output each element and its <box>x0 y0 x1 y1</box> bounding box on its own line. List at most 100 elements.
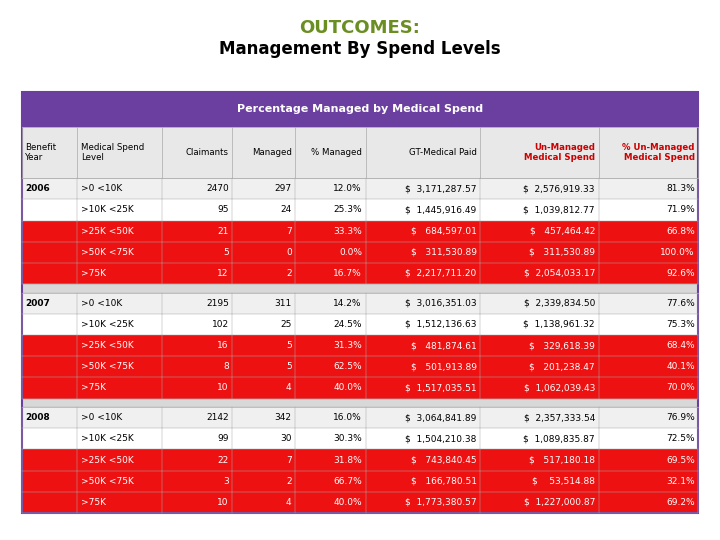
Text: $  2,054,033.17: $ 2,054,033.17 <box>523 269 595 278</box>
Text: 33.3%: 33.3% <box>333 227 362 235</box>
Text: >25K <50K: >25K <50K <box>81 341 133 350</box>
Text: $  1,062,039.43: $ 1,062,039.43 <box>523 383 595 393</box>
Text: $  3,171,287.57: $ 3,171,287.57 <box>405 184 477 193</box>
Text: $  1,039,812.77: $ 1,039,812.77 <box>523 205 595 214</box>
Bar <box>22 263 698 284</box>
Text: $   311,530.89: $ 311,530.89 <box>529 248 595 257</box>
Bar <box>22 492 698 513</box>
Text: 92.6%: 92.6% <box>666 269 695 278</box>
Text: 7: 7 <box>286 456 292 464</box>
Bar <box>22 335 698 356</box>
Text: $  1,517,035.51: $ 1,517,035.51 <box>405 383 477 393</box>
Text: 81.3%: 81.3% <box>666 184 695 193</box>
Text: Un-Managed
Medical Spend: Un-Managed Medical Spend <box>524 143 595 162</box>
Text: 69.5%: 69.5% <box>666 456 695 464</box>
Text: $  2,339,834.50: $ 2,339,834.50 <box>523 299 595 308</box>
Text: >75K: >75K <box>81 383 106 393</box>
Text: $   311,530.89: $ 311,530.89 <box>410 248 477 257</box>
Text: 25: 25 <box>280 320 292 329</box>
Text: Medical Spend
Level: Medical Spend Level <box>81 143 144 162</box>
Text: 30.3%: 30.3% <box>333 434 362 443</box>
Bar <box>22 199 698 220</box>
Text: 2007: 2007 <box>25 299 50 308</box>
Text: 24.5%: 24.5% <box>333 320 362 329</box>
Text: 77.6%: 77.6% <box>666 299 695 308</box>
Text: 10: 10 <box>217 383 229 393</box>
Text: $   457,464.42: $ 457,464.42 <box>530 227 595 235</box>
Text: 31.8%: 31.8% <box>333 456 362 464</box>
Text: 24: 24 <box>280 205 292 214</box>
Text: 100.0%: 100.0% <box>660 248 695 257</box>
Text: 2008: 2008 <box>25 413 50 422</box>
Bar <box>22 178 698 199</box>
Text: 70.0%: 70.0% <box>666 383 695 393</box>
Text: 21: 21 <box>217 227 229 235</box>
Text: $  3,064,841.89: $ 3,064,841.89 <box>405 413 477 422</box>
Text: 12: 12 <box>217 269 229 278</box>
Text: $  1,773,380.57: $ 1,773,380.57 <box>405 498 477 507</box>
Text: >10K <25K: >10K <25K <box>81 205 133 214</box>
Text: 2195: 2195 <box>206 299 229 308</box>
Bar <box>22 242 698 263</box>
Text: >0 <10K: >0 <10K <box>81 299 122 308</box>
Text: 5: 5 <box>286 341 292 350</box>
Text: $    53,514.88: $ 53,514.88 <box>532 477 595 486</box>
Text: $  1,227,000.87: $ 1,227,000.87 <box>523 498 595 507</box>
Text: >0 <10K: >0 <10K <box>81 413 122 422</box>
Text: 62.5%: 62.5% <box>333 362 362 372</box>
Bar <box>22 449 698 471</box>
Text: 16.7%: 16.7% <box>333 269 362 278</box>
Text: 72.5%: 72.5% <box>666 434 695 443</box>
Text: 40.1%: 40.1% <box>666 362 695 372</box>
Text: 2: 2 <box>286 269 292 278</box>
Text: 4: 4 <box>286 383 292 393</box>
Text: 30: 30 <box>280 434 292 443</box>
Text: $   743,840.45: $ 743,840.45 <box>411 456 477 464</box>
Text: % Un-Managed
Medical Spend: % Un-Managed Medical Spend <box>622 143 695 162</box>
Bar <box>22 127 698 178</box>
Bar <box>22 314 698 335</box>
Bar <box>22 293 698 314</box>
Text: $  3,016,351.03: $ 3,016,351.03 <box>405 299 477 308</box>
Text: $   166,780.51: $ 166,780.51 <box>410 477 477 486</box>
Text: $  1,512,136.63: $ 1,512,136.63 <box>405 320 477 329</box>
Text: 75.3%: 75.3% <box>666 320 695 329</box>
Text: 0: 0 <box>286 248 292 257</box>
Text: >50K <75K: >50K <75K <box>81 248 133 257</box>
Text: 3: 3 <box>223 477 229 486</box>
Text: >75K: >75K <box>81 498 106 507</box>
Text: 12.0%: 12.0% <box>333 184 362 193</box>
Text: 16.0%: 16.0% <box>333 413 362 422</box>
Text: >0 <10K: >0 <10K <box>81 184 122 193</box>
Text: 14.2%: 14.2% <box>333 299 362 308</box>
Text: 2142: 2142 <box>206 413 229 422</box>
Text: 2006: 2006 <box>25 184 50 193</box>
Text: Claimants: Claimants <box>186 148 229 157</box>
Text: 66.7%: 66.7% <box>333 477 362 486</box>
Text: $   684,597.01: $ 684,597.01 <box>410 227 477 235</box>
Text: 68.4%: 68.4% <box>666 341 695 350</box>
Text: 10: 10 <box>217 498 229 507</box>
Text: >25K <50K: >25K <50K <box>81 456 133 464</box>
Text: 5: 5 <box>223 248 229 257</box>
Text: Percentage Managed by Medical Spend: Percentage Managed by Medical Spend <box>237 104 483 114</box>
Text: 95: 95 <box>217 205 229 214</box>
Text: 76.9%: 76.9% <box>666 413 695 422</box>
Text: 5: 5 <box>286 362 292 372</box>
Text: 2470: 2470 <box>206 184 229 193</box>
Text: 31.3%: 31.3% <box>333 341 362 350</box>
Text: 40.0%: 40.0% <box>333 498 362 507</box>
Text: Managed: Managed <box>252 148 292 157</box>
Text: >50K <75K: >50K <75K <box>81 477 133 486</box>
Text: GT-Medical Paid: GT-Medical Paid <box>409 148 477 157</box>
Text: 4: 4 <box>286 498 292 507</box>
Bar <box>22 92 698 127</box>
Text: % Managed: % Managed <box>311 148 362 157</box>
Text: $   481,874.61: $ 481,874.61 <box>411 341 477 350</box>
Text: $  1,089,835.87: $ 1,089,835.87 <box>523 434 595 443</box>
Bar <box>22 471 698 492</box>
Text: $  2,576,919.33: $ 2,576,919.33 <box>523 184 595 193</box>
Text: >25K <50K: >25K <50K <box>81 227 133 235</box>
Bar <box>22 220 698 242</box>
Bar <box>22 284 698 293</box>
